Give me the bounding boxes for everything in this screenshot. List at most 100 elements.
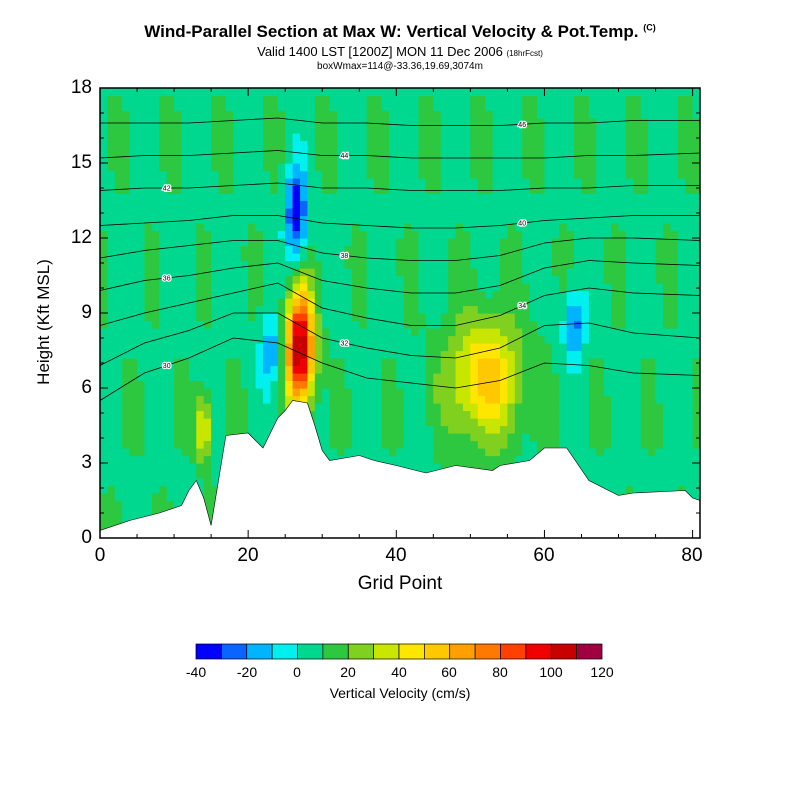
velocity-cell <box>655 148 664 157</box>
velocity-cell <box>581 373 590 382</box>
velocity-cell <box>381 88 390 97</box>
velocity-cell <box>314 268 323 277</box>
velocity-cell <box>485 275 494 284</box>
velocity-cell <box>677 95 686 104</box>
velocity-cell <box>559 365 568 374</box>
velocity-cell <box>588 133 597 142</box>
velocity-cell <box>655 290 664 299</box>
velocity-cell <box>440 455 449 464</box>
velocity-cell <box>618 245 627 254</box>
velocity-cell <box>225 208 234 217</box>
velocity-cell <box>351 193 360 202</box>
velocity-cell <box>611 463 620 472</box>
velocity-cell <box>685 395 694 404</box>
velocity-cell <box>396 298 405 307</box>
velocity-cell <box>166 268 175 277</box>
velocity-cell <box>359 163 368 172</box>
velocity-cell <box>655 133 664 142</box>
velocity-cell <box>433 350 442 359</box>
velocity-cell <box>611 373 620 382</box>
velocity-cell <box>522 238 531 247</box>
velocity-cell <box>344 365 353 374</box>
velocity-cell <box>537 155 546 164</box>
velocity-cell <box>277 395 286 404</box>
velocity-cell <box>203 148 212 157</box>
velocity-cell <box>322 215 331 224</box>
velocity-cell <box>559 388 568 397</box>
velocity-cell <box>418 253 427 262</box>
velocity-cell <box>537 305 546 314</box>
velocity-cell <box>359 193 368 202</box>
velocity-cell <box>529 185 538 194</box>
velocity-cell <box>448 418 457 427</box>
velocity-cell <box>381 185 390 194</box>
velocity-cell <box>559 245 568 254</box>
velocity-cell <box>188 290 197 299</box>
velocity-cell <box>507 410 516 419</box>
velocity-cell <box>359 418 368 427</box>
velocity-cell <box>262 185 271 194</box>
velocity-cell <box>107 388 116 397</box>
velocity-cell <box>374 343 383 352</box>
velocity-cell <box>551 275 560 284</box>
velocity-cell <box>618 268 627 277</box>
velocity-cell <box>507 200 516 209</box>
velocity-cell <box>270 335 279 344</box>
velocity-cell <box>218 155 227 164</box>
velocity-cell <box>188 163 197 172</box>
velocity-cell <box>300 305 309 314</box>
velocity-cell <box>159 125 168 134</box>
velocity-cell <box>677 448 686 457</box>
velocity-cell <box>522 283 531 292</box>
velocity-cell <box>129 103 138 112</box>
velocity-cell <box>240 178 249 187</box>
velocity-cell <box>292 133 301 142</box>
velocity-cell <box>151 440 160 449</box>
velocity-cell <box>477 418 486 427</box>
velocity-cell <box>262 215 271 224</box>
velocity-cell <box>485 365 494 374</box>
velocity-cell <box>270 358 279 367</box>
velocity-cell <box>500 253 509 262</box>
velocity-cell <box>455 230 464 239</box>
velocity-cell <box>188 140 197 149</box>
velocity-cell <box>225 380 234 389</box>
velocity-cell <box>144 170 153 179</box>
velocity-cell <box>144 95 153 104</box>
velocity-cell <box>596 245 605 254</box>
velocity-cell <box>566 230 575 239</box>
velocity-cell <box>151 328 160 337</box>
velocity-cell <box>166 440 175 449</box>
velocity-cell <box>159 215 168 224</box>
velocity-cell <box>107 380 116 389</box>
velocity-cell <box>307 215 316 224</box>
velocity-cell <box>181 373 190 382</box>
velocity-cell <box>588 410 597 419</box>
velocity-cell <box>248 275 257 284</box>
velocity-cell <box>366 208 375 217</box>
velocity-cell <box>218 208 227 217</box>
velocity-cell <box>544 238 553 247</box>
velocity-cell <box>307 140 316 149</box>
velocity-cell <box>107 238 116 247</box>
velocity-cell <box>537 163 546 172</box>
velocity-cell <box>448 335 457 344</box>
velocity-cell <box>574 208 583 217</box>
velocity-cell <box>625 425 634 434</box>
velocity-cell <box>329 380 338 389</box>
velocity-cell <box>137 170 146 179</box>
velocity-cell <box>566 178 575 187</box>
velocity-cell <box>648 463 657 472</box>
velocity-cell <box>692 125 700 134</box>
velocity-cell <box>559 425 568 434</box>
velocity-cell <box>403 290 412 299</box>
velocity-cell <box>203 170 212 179</box>
velocity-cell <box>211 433 220 442</box>
velocity-cell <box>588 238 597 247</box>
velocity-cell <box>433 178 442 187</box>
velocity-cell <box>640 455 649 464</box>
velocity-cell <box>388 418 397 427</box>
velocity-cell <box>596 365 605 374</box>
velocity-cell <box>248 245 257 254</box>
velocity-cell <box>670 275 679 284</box>
